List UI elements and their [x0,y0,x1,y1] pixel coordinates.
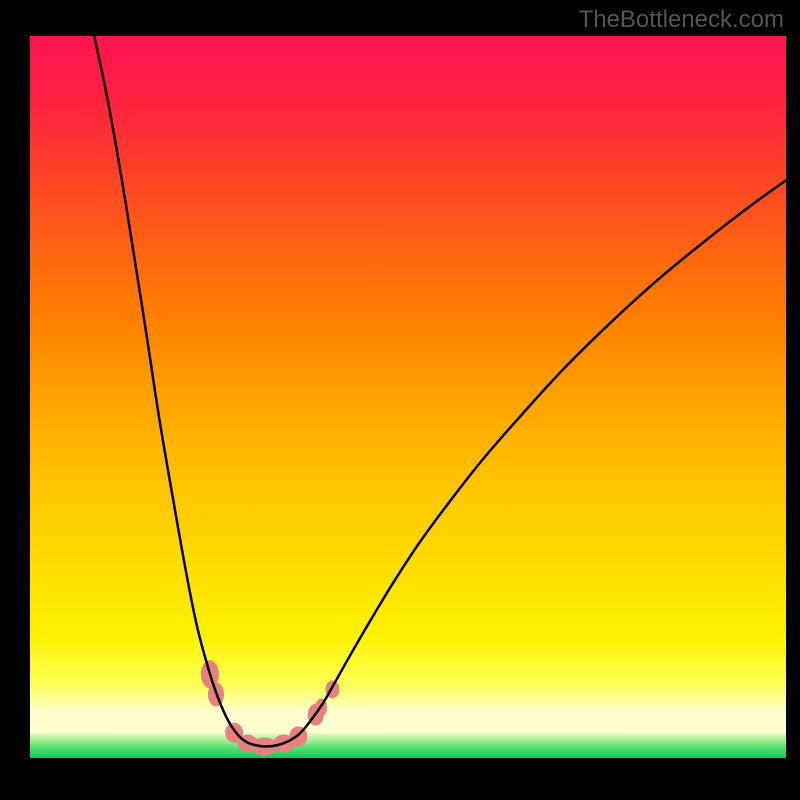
chart-frame: TheBottleneck.com [0,0,800,800]
attribution-label: TheBottleneck.com [579,6,784,34]
v-curve [0,0,800,800]
